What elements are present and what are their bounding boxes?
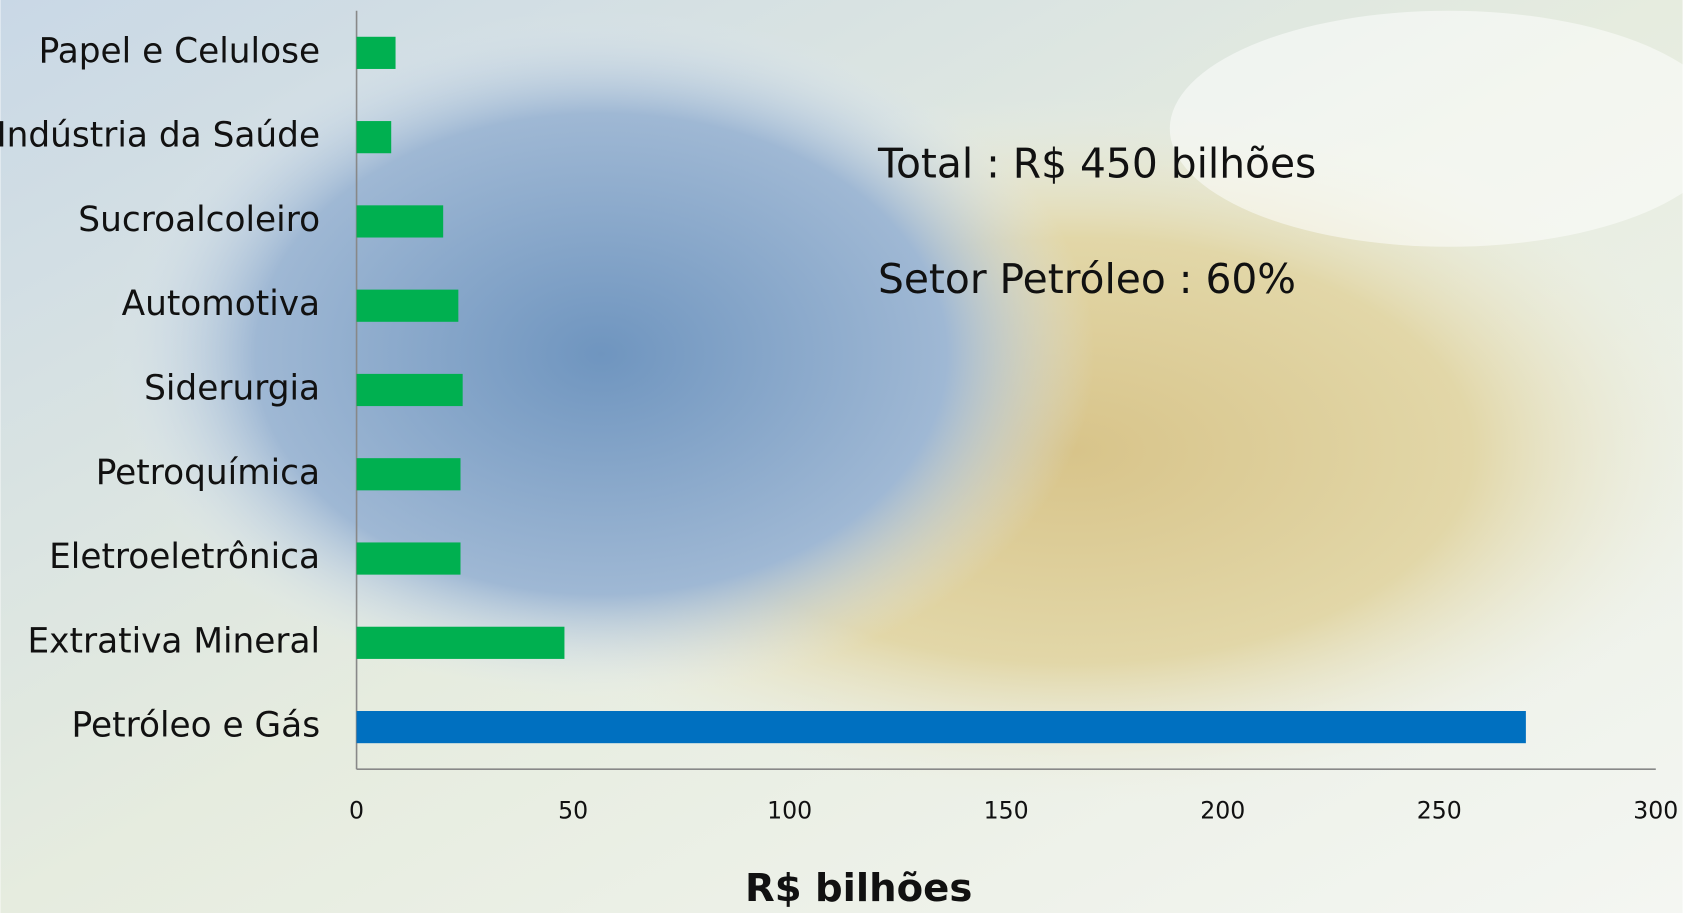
annotation: Setor Petróleo : 60% xyxy=(878,255,1296,303)
highlight xyxy=(1169,10,1683,247)
x-tick-label: 300 xyxy=(1633,797,1678,825)
y-tick-label: Siderurgia xyxy=(144,368,320,408)
annotation: Total : R$ 450 bilhões xyxy=(877,139,1316,187)
y-tick-label: Automotiva xyxy=(122,284,321,324)
bar xyxy=(356,289,459,322)
x-tick-label: 0 xyxy=(349,797,364,825)
bar xyxy=(356,373,463,407)
bar xyxy=(356,626,565,659)
y-tick-label: Extrativa Mineral xyxy=(27,621,320,661)
y-tick-label: Sucroalcoleiro xyxy=(78,200,320,240)
x-tick-label: 250 xyxy=(1417,797,1462,825)
bar xyxy=(356,711,1526,744)
x-tick-label: 100 xyxy=(767,797,812,825)
bar xyxy=(356,121,392,154)
bar xyxy=(356,542,461,575)
y-tick-label: Petróleo e Gás xyxy=(72,706,321,746)
bar xyxy=(356,205,444,238)
y-tick-label: Eletroeletrônica xyxy=(49,537,320,577)
x-tick-label: 50 xyxy=(558,797,588,825)
x-axis-title: R$ bilhões xyxy=(745,866,972,911)
x-tick-label: 200 xyxy=(1200,797,1245,825)
y-tick-label: Papel e Celulose xyxy=(39,31,321,71)
flag-globe xyxy=(107,10,1095,698)
y-tick-label: Indústria da Saúde xyxy=(0,116,320,156)
bar xyxy=(356,36,396,69)
x-tick-label: 150 xyxy=(984,797,1029,825)
y-tick-label: Petroquímica xyxy=(96,453,320,493)
bar xyxy=(356,458,461,491)
